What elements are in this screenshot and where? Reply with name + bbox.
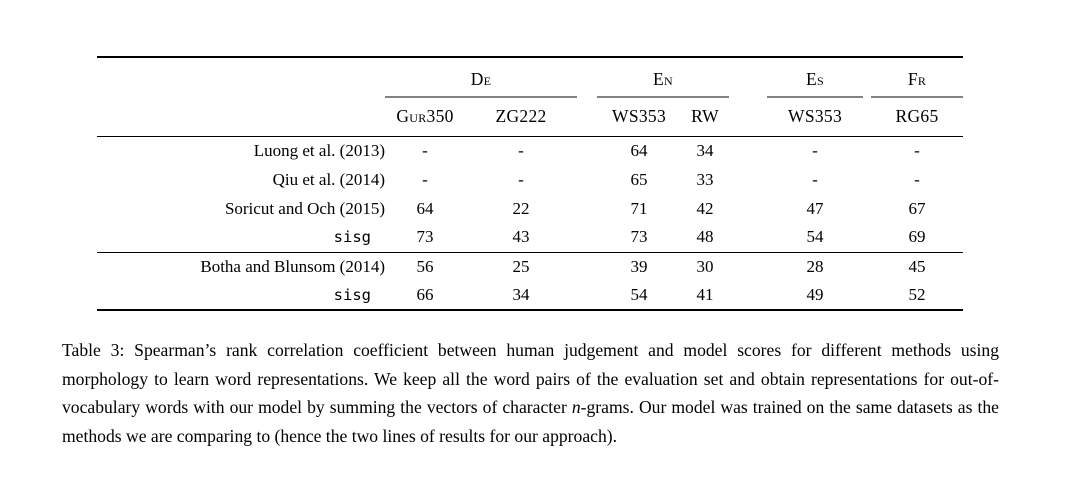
spacer-cell [863,252,871,281]
group-label-fr: Fr [871,69,964,98]
results-section-2: Botha and Blunsom (2014) 56 25 39 30 28 … [97,252,963,310]
spacer-cell [863,194,871,223]
cell-value: 65 [630,169,648,189]
cell-value: - [812,140,818,160]
cell-value: 33 [696,169,714,189]
group-label-de: De [385,69,578,98]
language-group-row: De En Es Fr [97,57,964,98]
cell-value: - [812,169,818,189]
spacer-cell [863,281,871,310]
row-label: Botha and Blunsom (2014) [200,256,385,276]
col-header-rg65: RG65 [871,98,964,137]
table-row-soricut: Soricut and Och (2015) 64 22 71 42 47 67 [97,194,963,223]
results-table-wrap: De En Es Fr Gur [97,56,964,311]
cell-value: 64 [416,198,434,218]
cell-value: 54 [630,285,648,304]
spacer-cell [863,98,872,137]
cell-value: 66 [416,285,434,304]
spacer-cell [577,57,597,98]
spacer-cell [577,223,598,253]
table-caption: Table 3: Spearman’s rank correlation coe… [62,336,999,451]
cell-value: 41 [696,285,714,304]
spacer-cell [863,223,872,253]
cell-value: 30 [696,256,714,276]
cell-value: - [422,140,428,160]
col-header-gur350: Gur350 [385,98,465,137]
spacer-cell [729,223,768,253]
spacer-cell [729,98,768,137]
cell-value: 71 [630,198,648,218]
cell-value: 28 [806,256,824,276]
row-label-sisg: sisg [97,223,385,253]
table-row-luong: Luong et al. (2013) - - 64 34 - - [97,136,963,165]
cell-value: 22 [512,198,530,218]
row-label: Soricut and Och (2015) [224,198,385,218]
cell-value: 34 [512,285,530,304]
cell-value: 47 [806,198,824,218]
cell-value: 42 [696,198,714,218]
cell-value: 67 [908,198,926,218]
cell-value: 73 [385,223,465,253]
cell-value: - [914,169,920,189]
cell-value: 49 [806,285,824,304]
col-header-ws353-es: WS353 [767,98,864,137]
caption-italic-n: n [571,397,581,418]
spacer-cell [577,136,597,165]
stub-cell [97,98,385,137]
cell-value: 56 [416,256,434,276]
spacer-cell [729,57,767,98]
cell-value: - [518,140,524,160]
cell-value: 45 [908,256,926,276]
cell-value: - [914,140,920,160]
table-row-sisg-2: sisg 66 34 54 41 49 52 [97,281,963,310]
col-group-en: En [597,57,730,98]
spacer-cell [863,165,871,194]
cell-value: 25 [512,256,530,276]
spacer-cell [729,194,767,223]
cell-value: 52 [908,285,926,304]
col-header-zg222: ZG222 [465,98,578,137]
table-row-botha: Botha and Blunsom (2014) 56 25 39 30 28 … [97,252,963,281]
caption-text-2: -grams. Our model was trained on the sam… [62,397,999,447]
dataset-header-row: Gur350 ZG222 WS353 RW WS353 RG65 [97,98,964,137]
row-label-sisg: sisg [333,286,371,304]
row-label: Luong et al. (2013) [253,140,385,160]
spacer-cell [577,281,597,310]
col-header-ws353-en: WS353 [597,98,682,137]
spacer-cell [863,136,871,165]
spacer-cell [729,165,767,194]
cell-value: - [518,169,524,189]
table-row-sisg-1: sisg 73 43 73 48 54 69 [97,223,964,253]
cell-value: 69 [871,223,964,253]
cell-value: 43 [465,223,578,253]
cell-value: - [422,169,428,189]
cell-value: 39 [630,256,648,276]
results-table: De En Es Fr Gur [97,56,964,311]
spacer-cell [577,194,597,223]
spacer-cell [729,252,767,281]
results-section-1: Luong et al. (2013) - - 64 34 - - Qiu et… [97,136,964,253]
table-row-qiu: Qiu et al. (2014) - - 65 33 - - [97,165,963,194]
caption-text-1: Table 3: Spearman’s rank correlation coe… [62,340,999,418]
cell-value: 73 [597,223,682,253]
spacer-cell [577,98,598,137]
spacer-cell [729,281,767,310]
cell-value: 48 [681,223,730,253]
stub-cell [97,57,385,98]
spacer-cell [577,252,597,281]
cell-value: 64 [630,140,648,160]
spacer-cell [729,136,767,165]
spacer-cell [863,57,871,98]
col-group-de: De [385,57,578,98]
group-label-en: En [597,69,730,98]
cell-value: 54 [767,223,864,253]
spacer-cell [577,165,597,194]
row-label: Qiu et al. (2014) [272,169,385,189]
cell-value: 34 [696,140,714,160]
col-group-es: Es [767,57,864,98]
col-group-fr: Fr [871,57,964,98]
group-label-es: Es [767,69,864,98]
col-header-rw: RW [681,98,730,137]
